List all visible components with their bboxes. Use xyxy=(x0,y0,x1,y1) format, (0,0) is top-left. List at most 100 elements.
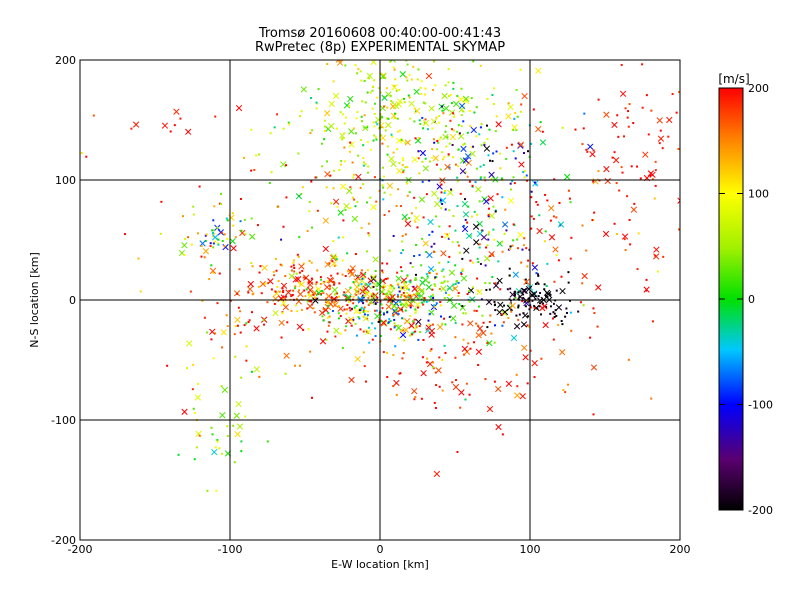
data-point-dot xyxy=(413,255,416,258)
data-point-cross xyxy=(233,412,240,419)
data-point-cross xyxy=(230,245,237,252)
data-point-dot xyxy=(487,233,490,236)
data-point-dot xyxy=(456,94,459,97)
data-point-dot xyxy=(633,202,636,205)
data-point-dot xyxy=(375,309,378,312)
data-point-dot xyxy=(531,262,534,265)
data-point-cross xyxy=(470,126,477,134)
data-point-dot xyxy=(367,326,370,329)
data-point-cross xyxy=(531,360,538,367)
data-point-cross xyxy=(602,230,610,238)
data-point-dot xyxy=(446,136,449,139)
data-point-cross xyxy=(194,394,202,401)
data-point-dot xyxy=(457,281,460,284)
data-point-dot xyxy=(323,119,326,122)
data-point-dot xyxy=(475,309,478,312)
data-point-cross xyxy=(433,470,441,478)
data-point-cross xyxy=(391,84,398,91)
data-point-dot xyxy=(166,364,169,367)
data-point-dot xyxy=(399,266,402,269)
data-point-dot xyxy=(464,312,467,315)
data-point-cross xyxy=(425,284,433,291)
data-point-dot xyxy=(505,157,508,160)
data-point-dot xyxy=(192,363,195,366)
data-point-dot xyxy=(442,112,445,115)
data-point-dot xyxy=(356,274,359,277)
data-point-dot xyxy=(362,183,365,186)
data-point-dot xyxy=(440,281,443,284)
data-point-dot xyxy=(373,134,376,137)
data-point-dot xyxy=(620,63,623,66)
data-point-dot xyxy=(485,288,488,291)
data-point-cross xyxy=(253,325,260,332)
data-point-dot xyxy=(379,313,382,316)
data-point-cross xyxy=(389,293,396,301)
data-point-dot xyxy=(433,60,436,63)
data-point-dot xyxy=(388,318,391,321)
data-point-cross xyxy=(354,274,361,281)
data-point-dot xyxy=(317,88,320,91)
data-point-cross xyxy=(603,165,610,173)
data-point-dot xyxy=(431,288,434,291)
data-point-dot xyxy=(409,305,412,308)
data-point-dot xyxy=(302,328,305,331)
data-point-dot xyxy=(257,285,260,288)
data-point-dot xyxy=(304,277,307,280)
data-point-dot xyxy=(561,323,564,326)
data-point-cross xyxy=(392,102,400,110)
data-point-dot xyxy=(401,157,404,160)
data-point-dot xyxy=(307,281,310,284)
data-point-dot xyxy=(519,290,522,293)
data-point-dot xyxy=(623,238,626,241)
data-point-dot xyxy=(384,129,387,132)
data-point-dot xyxy=(448,166,451,169)
data-point-dot xyxy=(401,234,404,237)
data-point-dot xyxy=(243,156,246,159)
data-point-cross xyxy=(439,197,447,204)
data-point-dot xyxy=(512,150,515,153)
data-point-dot xyxy=(508,274,511,277)
data-point-dot xyxy=(613,222,616,225)
data-point-dot xyxy=(231,212,234,215)
data-point-dot xyxy=(414,277,417,280)
data-point-dot xyxy=(389,284,392,287)
data-point-dot xyxy=(366,201,369,204)
data-point-dot xyxy=(529,349,532,352)
data-point-cross xyxy=(385,121,392,129)
data-point-dot xyxy=(275,269,278,272)
data-point-dot xyxy=(422,216,425,219)
data-point-dot xyxy=(393,68,396,71)
data-point-cross xyxy=(344,287,352,295)
data-point-dot xyxy=(421,237,424,240)
data-point-dot xyxy=(539,313,542,316)
data-point-cross xyxy=(495,423,502,431)
data-point-dot xyxy=(366,126,369,129)
data-point-cross xyxy=(613,157,620,164)
data-point-dot xyxy=(468,393,471,396)
data-point-dot xyxy=(552,302,555,305)
data-point-dot xyxy=(92,114,95,117)
data-point-dot xyxy=(485,246,488,249)
data-point-dot xyxy=(192,213,195,216)
data-point-dot xyxy=(308,210,311,213)
data-point-dot xyxy=(406,166,409,169)
data-point-dot xyxy=(536,281,539,284)
data-point-dot xyxy=(485,124,488,127)
data-point-cross xyxy=(322,245,329,253)
data-point-dot xyxy=(524,305,527,308)
data-point-cross xyxy=(522,354,529,361)
data-point-dot xyxy=(216,440,219,443)
data-point-dot xyxy=(460,114,463,117)
data-point-dot xyxy=(250,169,253,172)
data-point-dot xyxy=(662,255,665,258)
data-point-dot xyxy=(316,288,319,291)
data-point-cross xyxy=(431,190,438,197)
data-point-dot xyxy=(420,92,423,95)
data-point-dot xyxy=(461,323,464,326)
data-point-cross xyxy=(404,139,411,146)
data-point-dot xyxy=(294,304,297,307)
data-point-dot xyxy=(193,411,196,414)
data-point-dot xyxy=(372,121,375,124)
data-point-dot xyxy=(234,355,237,358)
data-point-dot xyxy=(445,145,448,148)
